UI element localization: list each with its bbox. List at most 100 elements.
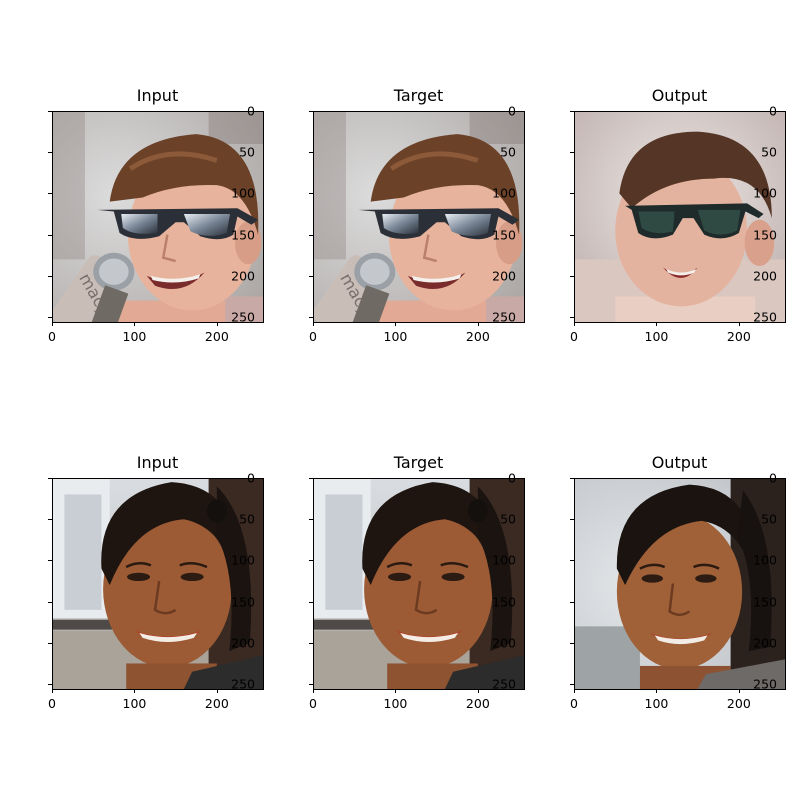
x-tick-label: 200 (726, 329, 751, 344)
y-tick-label: 0 (769, 103, 777, 119)
x-tick (216, 689, 218, 693)
y-tick (570, 684, 574, 686)
y-tick (48, 601, 52, 603)
x-tick-label: 100 (644, 696, 669, 711)
x-tick-label: 0 (309, 696, 317, 711)
y-tick (570, 317, 574, 319)
image-output-woman (574, 478, 785, 689)
x-tick (313, 322, 314, 326)
y-tick (309, 684, 313, 686)
y-tick-label: 200 (492, 635, 516, 651)
x-tick (313, 689, 314, 693)
image-svg (52, 478, 263, 689)
y-tick (48, 684, 52, 686)
y-tick-label: 200 (753, 268, 777, 284)
subplot-target-1: Target macys 0 50 100 150 200 250 0 1 (309, 86, 525, 344)
y-tick-label: 50 (500, 511, 516, 527)
y-tick-label: 150 (753, 594, 777, 610)
image-output-man (574, 111, 785, 322)
y-tick-label: 0 (508, 470, 516, 486)
image-input-man: macys (52, 111, 263, 322)
x-tick-label: 0 (570, 329, 578, 344)
image-svg (574, 478, 785, 689)
x-tick-label: 0 (570, 696, 578, 711)
y-tick-label: 200 (231, 635, 255, 651)
y-tick-label: 50 (761, 144, 777, 160)
y-tick-label: 0 (247, 103, 255, 119)
subplot-title: Target (393, 86, 444, 105)
x-tick-label: 100 (383, 329, 408, 344)
subplot-input-2: Input 0 50 100 150 200 250 0 100 200 (48, 453, 264, 711)
x-tick (574, 322, 575, 326)
y-tick-label: 250 (231, 309, 255, 325)
subplot-target-2: Target 0 50 100 150 200 250 0 100 200 (309, 453, 525, 711)
y-tick (570, 275, 574, 277)
y-tick-label: 200 (231, 268, 255, 284)
y-tick (570, 601, 574, 603)
image-svg: macys (52, 111, 263, 322)
y-tick-label: 250 (492, 676, 516, 692)
y-tick (48, 642, 52, 644)
subplot-title: Input (136, 453, 179, 472)
y-tick-label: 0 (769, 470, 777, 486)
x-tick (395, 322, 397, 326)
image-input-woman (52, 478, 263, 689)
y-tick (570, 478, 574, 479)
x-tick-label: 0 (48, 696, 56, 711)
x-tick-label: 0 (309, 329, 317, 344)
image-svg (574, 111, 785, 322)
y-tick (48, 478, 52, 479)
y-tick-label: 250 (492, 309, 516, 325)
y-tick (570, 234, 574, 236)
y-tick (570, 193, 574, 195)
y-tick (309, 152, 313, 154)
y-tick (309, 601, 313, 603)
y-tick-label: 0 (247, 470, 255, 486)
y-tick (309, 519, 313, 521)
x-tick (216, 322, 218, 326)
y-tick (309, 317, 313, 319)
subplot-title: Target (393, 453, 444, 472)
y-tick-label: 100 (753, 552, 777, 568)
subplot-title: Output (651, 453, 708, 472)
x-tick (134, 322, 136, 326)
y-tick-label: 150 (231, 594, 255, 610)
y-tick-label: 150 (492, 594, 516, 610)
x-tick-label: 0 (48, 329, 56, 344)
y-tick (309, 111, 313, 112)
subplot-input-1: Input macys 0 50 100 150 200 250 0 10 (48, 86, 264, 344)
x-tick-label: 200 (465, 696, 490, 711)
y-tick-label: 150 (231, 227, 255, 243)
image-target-man: macys (313, 111, 524, 322)
y-tick (570, 152, 574, 154)
y-tick (48, 111, 52, 112)
x-tick-label: 100 (122, 329, 147, 344)
y-tick-label: 250 (231, 676, 255, 692)
y-tick (309, 193, 313, 195)
x-tick (477, 689, 479, 693)
y-tick-label: 150 (753, 227, 777, 243)
y-tick-label: 100 (492, 552, 516, 568)
x-tick-label: 100 (644, 329, 669, 344)
y-tick-label: 250 (753, 309, 777, 325)
y-tick (570, 111, 574, 112)
x-tick (656, 689, 658, 693)
image-svg: macys (313, 111, 524, 322)
y-tick-label: 50 (239, 511, 255, 527)
y-tick (309, 560, 313, 562)
y-tick (48, 560, 52, 562)
y-tick-label: 200 (492, 268, 516, 284)
x-tick (738, 322, 740, 326)
y-tick-label: 250 (753, 676, 777, 692)
subplot-title: Output (651, 86, 708, 105)
y-tick (309, 478, 313, 479)
y-tick-label: 100 (492, 185, 516, 201)
y-tick-label: 0 (508, 103, 516, 119)
y-tick (570, 560, 574, 562)
y-tick (309, 234, 313, 236)
y-tick (48, 275, 52, 277)
y-tick (48, 152, 52, 154)
y-tick-label: 50 (239, 144, 255, 160)
x-tick-label: 200 (465, 329, 490, 344)
y-tick (48, 234, 52, 236)
